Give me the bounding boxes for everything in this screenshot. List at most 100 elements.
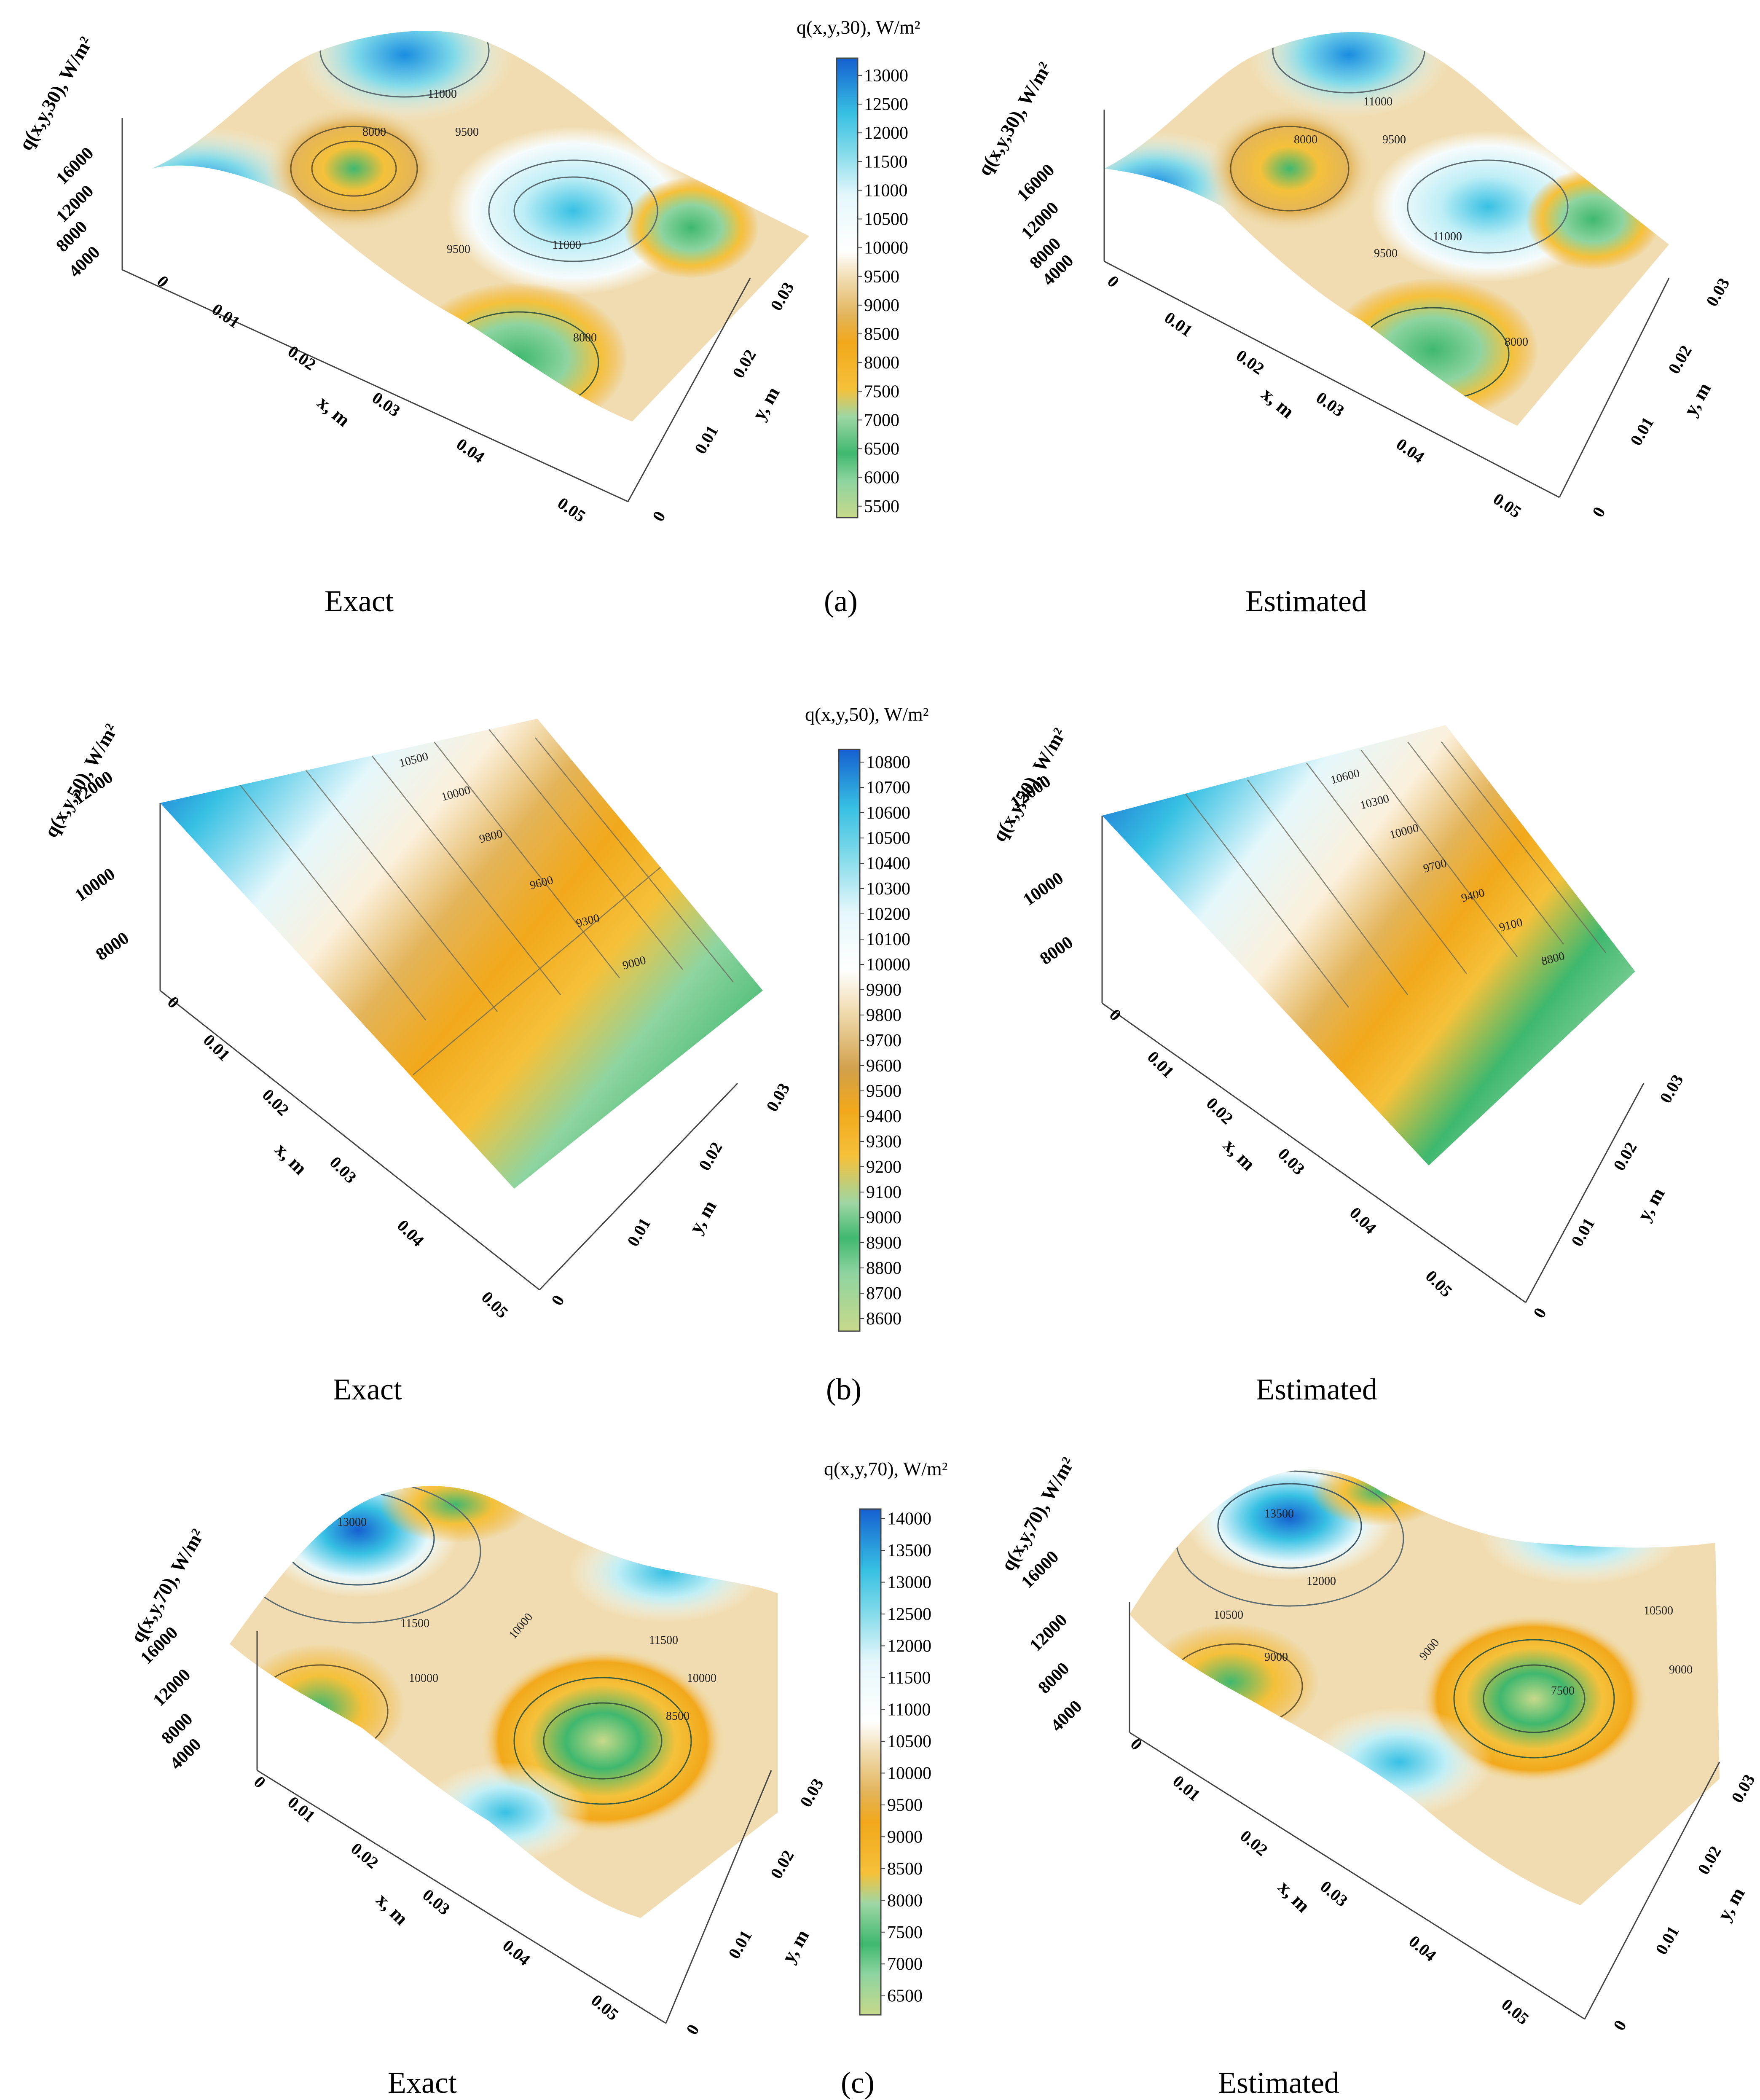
colorbar-tick-label: 6500	[887, 1987, 923, 2006]
colorbar-tick-label: 7000	[864, 411, 899, 430]
y-tick: 0.03	[1702, 274, 1733, 309]
x-tick: 0.01	[1161, 308, 1196, 341]
colorbar-tick-label: 11000	[887, 1700, 931, 1719]
contour-label: 11500	[400, 1617, 429, 1630]
colorbar-tick-label: 7500	[864, 382, 899, 401]
z-axis-label: q(x,y,30), W/m²	[973, 58, 1055, 179]
z-tick: 8000	[1035, 1659, 1073, 1697]
z-tick: 4000	[1047, 1697, 1086, 1735]
x-axis-label: x, m	[1219, 1134, 1260, 1175]
surface-b-exact	[160, 719, 763, 1189]
colorbar-tick-label: 9300	[866, 1132, 901, 1152]
x-tick: 0.03	[369, 388, 404, 421]
colorbar-c: q(x,y,70), W/m² 6500 7000 7500 8000 8500 9000…	[824, 1458, 948, 2016]
colorbar-tick-label: 10400	[866, 854, 910, 873]
contour-label: 9500	[1382, 133, 1406, 146]
y-axis-label: y, m	[684, 1197, 720, 1237]
y-tick: 0.03	[1728, 1771, 1759, 1806]
colorbar-tick-label: 12000	[887, 1637, 931, 1656]
colorbar-tick-label: 8500	[864, 325, 899, 344]
x-tick: 0.03	[326, 1153, 360, 1187]
y-tick: 0	[649, 508, 669, 525]
colorbar-title: q(x,y,70), W/m²	[824, 1458, 948, 1480]
x-axis-label: x, m	[314, 392, 354, 431]
y-tick: 0.02	[767, 1847, 798, 1882]
y-tick: 0.02	[1694, 1842, 1725, 1877]
colorbar-tick-label: 6000	[864, 468, 899, 488]
x-tick: 0.01	[200, 1031, 234, 1065]
x-tick: 0.05	[478, 1288, 512, 1322]
x-axis-label: x, m	[1274, 1876, 1315, 1917]
y-tick: 0.02	[695, 1139, 726, 1174]
colorbar-tick-label: 10600	[866, 803, 910, 823]
colorbar-tick-label: 7000	[887, 1955, 923, 1974]
x-tick: 0.02	[1233, 346, 1268, 379]
contour-label: 9000	[1669, 1663, 1693, 1676]
caption-exact: Exact	[325, 584, 394, 618]
contour-label: 11000	[1433, 230, 1462, 243]
z-tick: 12000	[1018, 198, 1063, 243]
colorbar-tick-label: 9500	[887, 1796, 923, 1815]
axes-b-exact	[159, 803, 738, 1291]
contour-label: 11000	[1363, 95, 1392, 108]
colorbar-tick-label: 11000	[864, 181, 907, 200]
colorbar-ticks: 6500 7000 7500 8000 8500 9000 9500 10000 10500 11…	[881, 1509, 931, 2006]
y-axis-label: y, m	[1713, 1884, 1749, 1924]
colorbar-tick-label: 10500	[864, 210, 908, 229]
colorbar-tick-label: 10500	[887, 1732, 931, 1751]
contour-label: 7500	[1551, 1684, 1575, 1697]
z-tick: 12000	[1026, 1610, 1071, 1655]
colorbar-tick-label: 9600	[866, 1056, 901, 1076]
colorbar-tick-label: 12500	[887, 1605, 931, 1624]
x-axis-label: x, m	[271, 1139, 311, 1179]
x-tick: 0.05	[1490, 489, 1525, 522]
x-tick: 0.01	[284, 1792, 319, 1826]
y-tick: 0.03	[762, 1080, 794, 1114]
colorbar-tick-label: 9700	[866, 1031, 901, 1050]
contour-label: 13500	[1264, 1507, 1294, 1520]
x-tick: 0.03	[1274, 1144, 1309, 1179]
colorbar-tick-label: 8700	[866, 1284, 901, 1303]
z-tick: 16000	[1014, 160, 1059, 205]
x-tick: 0.03	[1313, 388, 1348, 421]
colorbar-tick-label: 9500	[866, 1082, 901, 1101]
contour-label: 9500	[1374, 247, 1398, 260]
colorbar-tick-label: 6500	[864, 440, 899, 459]
y-tick: 0.01	[691, 422, 722, 457]
caption-exact: Exact	[388, 2066, 457, 2100]
colorbar-tick-label: 8800	[866, 1259, 901, 1278]
contour-label: 11000	[428, 88, 457, 101]
colorbar-title: q(x,y,30), W/m²	[797, 16, 920, 38]
contour-label: 8500	[666, 1710, 690, 1723]
axes-a-estimated	[1103, 110, 1670, 498]
x-tick: 0.04	[394, 1216, 428, 1250]
contour-label: 8000	[573, 331, 597, 344]
colorbar-ticks: 8600 8700 8800 8900 9000 9100 9200 9300 9400 9500…	[860, 753, 910, 1329]
x-tick: 0.02	[1237, 1826, 1272, 1859]
panel-b-estimated: 10600 10300 10000 9700 9400 9100 8800 q(…	[988, 724, 1687, 1406]
colorbar-tick-label: 12500	[864, 95, 908, 114]
y-tick: 0	[682, 2021, 703, 2038]
contour-label: 9500	[455, 126, 479, 139]
x-tick: 0.02	[1203, 1094, 1237, 1128]
contour-label: 9500	[447, 243, 470, 256]
x-tick: 0.05	[1498, 1995, 1533, 2028]
surface-c-exact	[230, 1486, 778, 1918]
x-axis-label: x, m	[1258, 383, 1299, 422]
colorbar-tick-label: 10200	[866, 905, 910, 924]
z-axis-label: q(x,y,70), W/m²	[996, 1453, 1079, 1574]
y-tick: 0.01	[1567, 1214, 1599, 1249]
y-tick: 0.01	[1652, 1923, 1683, 1958]
y-tick: 0	[547, 1292, 568, 1309]
colorbar-tick-label: 13000	[887, 1573, 931, 1592]
colorbar-tick-label: 13000	[864, 66, 908, 86]
x-tick: 0.04	[499, 1936, 534, 1969]
contour-label: 10500	[1644, 1604, 1673, 1617]
y-tick: 0.03	[767, 279, 798, 314]
caption-estimated: Estimated	[1218, 2066, 1339, 2100]
contour-label: 11000	[552, 239, 581, 252]
y-tick: 0.01	[1626, 414, 1658, 448]
y-tick: 0	[1588, 504, 1609, 521]
colorbar-tick-label: 9000	[864, 296, 899, 315]
colorbar-tick-label: 9800	[866, 1006, 901, 1025]
